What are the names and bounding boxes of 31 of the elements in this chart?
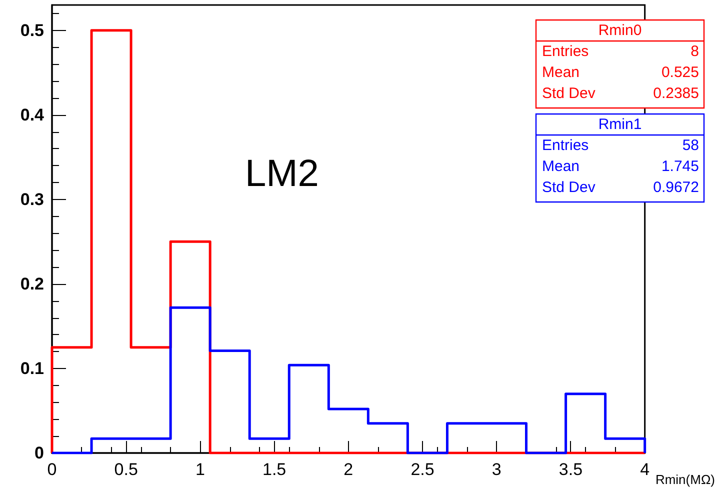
text: Rmin1	[598, 116, 642, 133]
annotation: Entries	[542, 43, 589, 60]
text: 1.745	[661, 158, 699, 175]
y-tick-label: 0.1	[20, 358, 44, 378]
text: 0.9672	[653, 179, 699, 196]
y-tick-label: 0.5	[20, 20, 44, 40]
y-tick-label: 0.3	[20, 190, 44, 209]
annotation: LM2	[245, 153, 319, 195]
text: Rmin0	[598, 22, 642, 39]
x-tick-label: 1.5	[262, 460, 286, 479]
annotation: Mean	[542, 158, 580, 175]
y-tick-label: 0	[34, 444, 44, 462]
text: 0.2385	[653, 85, 699, 102]
annotation: Mean	[542, 64, 580, 81]
x-axis-title: Rmin(MΩ)	[655, 472, 715, 487]
x-tick-label: 4	[640, 460, 650, 479]
annotation: Std Dev	[542, 85, 596, 102]
x-tick-label: 2	[344, 460, 354, 479]
text: 8	[690, 43, 699, 60]
y-tick-label: 0.2	[20, 274, 44, 294]
text: 58	[682, 137, 699, 154]
x-tick-label: 1	[195, 460, 205, 479]
x-tick-label: 0.5	[114, 460, 138, 479]
x-tick-label: 0	[47, 460, 57, 479]
x-tick-label: 3.5	[558, 460, 583, 479]
x-tick-label: 3	[492, 460, 502, 479]
annotation: Entries	[542, 137, 589, 154]
annotation: Std Dev	[542, 179, 596, 196]
y-tick-label: 0.4	[20, 105, 45, 124]
x-tick-label: 2.5	[410, 460, 434, 479]
text: 0.525	[661, 64, 699, 81]
